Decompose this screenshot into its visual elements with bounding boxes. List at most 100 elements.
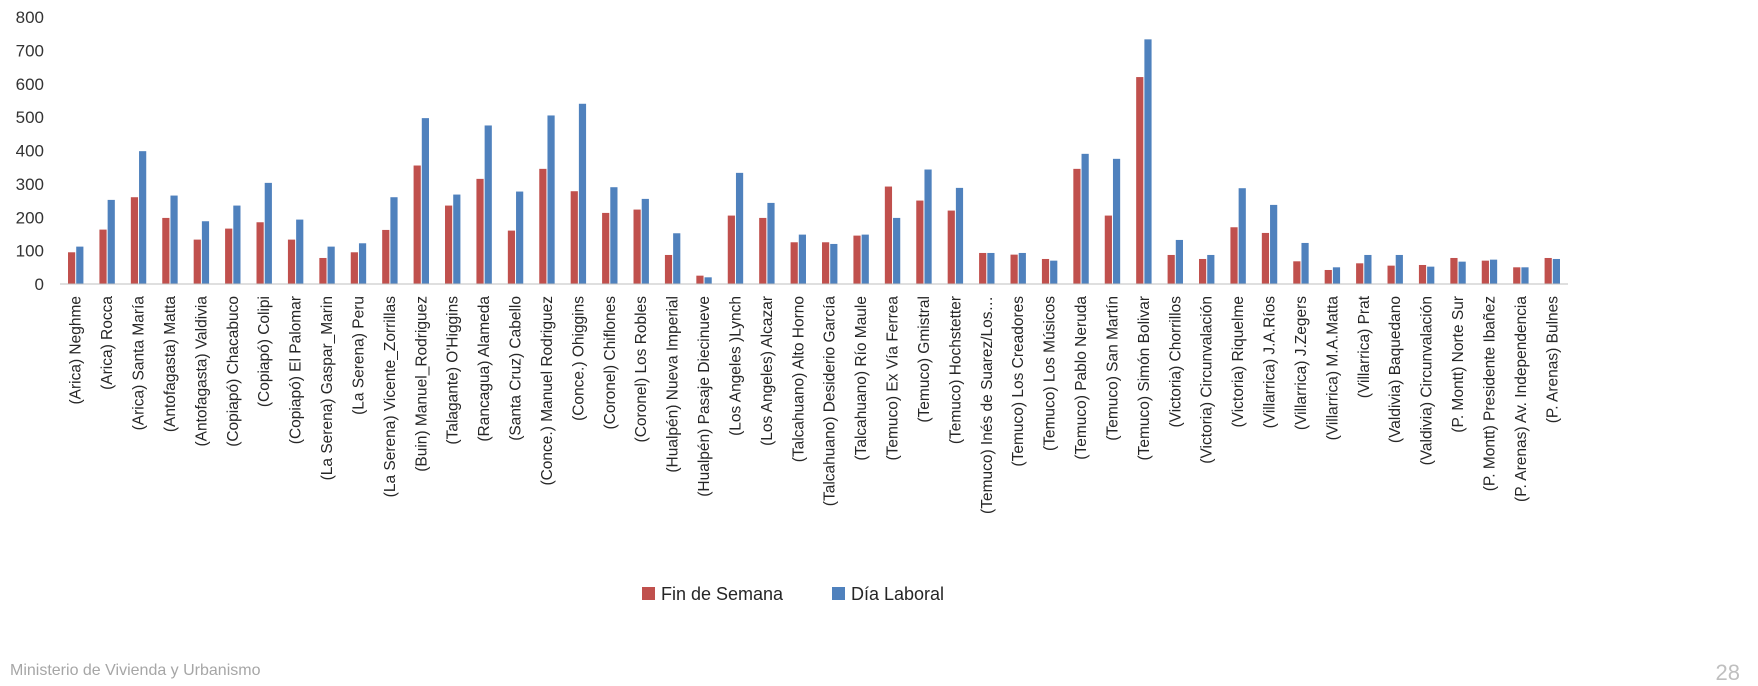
x-tick-label: (Talcahuano) Desiderio García — [822, 296, 839, 507]
bar-dia-laboral — [453, 194, 461, 284]
bar-dia-laboral — [893, 217, 901, 284]
x-tick-label: (Talagante) O'Higgins — [445, 296, 462, 445]
y-tick-label: 300 — [16, 175, 44, 194]
bar-dia-laboral — [1238, 188, 1246, 284]
x-tick-label: (Buin) Manuel_Rodriguez — [413, 296, 430, 472]
bar-dia-laboral — [1081, 153, 1089, 284]
x-tick-label: (Villarrica) J.A.Ríos — [1262, 296, 1279, 429]
bar-fin-de-semana — [162, 217, 170, 284]
bar-fin-de-semana — [696, 275, 704, 284]
bar-dia-laboral — [1050, 260, 1058, 284]
bar-dia-laboral — [516, 191, 524, 284]
x-tick-label: (Temuco) Hochstetter — [947, 296, 964, 444]
bar-fin-de-semana — [130, 197, 139, 284]
bar-dia-laboral — [1112, 158, 1121, 284]
x-tick-label: (La Serena) Vicente_Zorrillas — [382, 296, 399, 498]
x-tick-label: (Hualpén) Nueva Imperial — [665, 296, 682, 473]
bar-fin-de-semana — [884, 186, 893, 284]
bar-fin-de-semana — [916, 200, 924, 284]
x-tick-label: (Coronel) Chiflones — [602, 296, 619, 430]
bar-fin-de-semana — [570, 191, 578, 284]
y-tick-label: 0 — [35, 275, 44, 294]
x-tick-label: (Valdivia) Circunvalación — [1419, 296, 1436, 465]
legend-label-dia-laboral: Día Laboral — [851, 584, 944, 604]
bar-dia-laboral — [735, 172, 744, 284]
x-tick-label: (Victoria) Circunvalación — [1199, 296, 1216, 464]
y-tick-label: 600 — [16, 75, 44, 94]
bar-fin-de-semana — [413, 165, 421, 284]
bar-dia-laboral — [704, 277, 712, 284]
y-tick-label: 400 — [16, 142, 44, 161]
bar-dia-laboral — [924, 169, 932, 284]
bar-dia-laboral — [1207, 254, 1215, 284]
bar-fin-de-semana — [476, 178, 484, 284]
bar-fin-de-semana — [1136, 77, 1144, 284]
bar-dia-laboral — [358, 243, 367, 284]
x-tick-label: (Arica) Santa María — [131, 296, 148, 431]
x-tick-label: (P. Montt) Presidente Ibañez — [1481, 296, 1498, 491]
bar-fin-de-semana — [1199, 258, 1207, 284]
x-axis: (Arica) Neghme (Arica) Rocca (Arica) Santa… — [60, 283, 1568, 514]
x-tick-label: (Conce.) Manuel Rodriguez — [539, 296, 556, 486]
bar-fin-de-semana — [1513, 267, 1521, 284]
bar-dia-laboral — [264, 182, 272, 284]
bar-fin-de-semana — [979, 252, 987, 284]
x-tick-label: (Los Angeles )Lynch — [727, 296, 744, 436]
bar-fin-de-semana — [947, 210, 955, 284]
x-tick-label: (Hualpén) Pasaje Diecinueve — [696, 296, 713, 497]
x-tick-label: (Coronel) Los Robles — [633, 296, 650, 443]
bar-fin-de-semana — [759, 217, 767, 284]
x-tick-label: (Temuco) Pablo Neruda — [1073, 296, 1090, 460]
bar-dia-laboral — [139, 151, 147, 284]
bar-dia-laboral — [1332, 267, 1341, 284]
bar-dia-laboral — [1018, 252, 1026, 284]
bar-dia-laboral — [578, 103, 587, 285]
bar-dia-laboral — [1175, 239, 1183, 284]
bar-fin-de-semana — [68, 252, 76, 284]
bar-fin-de-semana — [445, 205, 453, 284]
x-tick-label: (Villarrica) M.A.Matta — [1324, 296, 1341, 441]
y-tick-label: 200 — [16, 208, 44, 227]
x-tick-label: (Temuco) Simón Bolivar — [1136, 296, 1153, 461]
bar-dia-laboral — [955, 187, 964, 284]
x-tick-label: (Villarrica) Prat — [1356, 295, 1373, 398]
bar-fin-de-semana — [633, 209, 641, 284]
bar-fin-de-semana — [99, 229, 107, 284]
x-tick-label: (P. Arenas) Av. Independencia — [1513, 296, 1530, 502]
bar-fin-de-semana — [350, 252, 358, 284]
bar-dia-laboral — [296, 219, 304, 284]
x-tick-label: (Villarrica) J.Zegers — [1293, 296, 1310, 430]
bar-fin-de-semana — [287, 239, 296, 284]
bar-fin-de-semana — [1387, 265, 1395, 284]
bar-fin-de-semana — [256, 222, 264, 284]
x-tick-label: (La Serena) Gaspar_Marin — [319, 296, 336, 480]
bar-fin-de-semana — [319, 257, 327, 284]
x-tick-label: (Temuco) Los Músicos — [1042, 296, 1059, 451]
y-axis: 0 100 200 300 400 500 600 700 800 — [16, 8, 44, 294]
legend-label-fin-de-semana: Fin de Semana — [661, 584, 784, 604]
x-tick-label: (Copiapó) El Palomar — [288, 296, 305, 444]
bar-fin-de-semana — [1261, 232, 1270, 284]
bar-dia-laboral — [327, 246, 335, 284]
x-tick-label: (Antofagasta) Valdivia — [193, 296, 210, 447]
bar-fin-de-semana — [727, 215, 735, 284]
bar-fin-de-semana — [1104, 215, 1112, 284]
bar-dia-laboral — [1364, 254, 1372, 284]
bar-fin-de-semana — [1481, 260, 1489, 284]
page-number: 28 — [1715, 660, 1740, 685]
y-tick-label: 100 — [16, 242, 44, 261]
legend-swatch-fin-de-semana — [642, 587, 655, 600]
bar-dia-laboral — [107, 199, 115, 284]
x-tick-label: (Talcahuano) Alto Horno — [790, 296, 807, 462]
y-tick-label: 800 — [16, 8, 44, 27]
bar-dia-laboral — [1427, 266, 1435, 284]
bar-fin-de-semana — [664, 254, 673, 284]
bar-fin-de-semana — [539, 168, 547, 284]
bar-fin-de-semana — [193, 239, 201, 284]
bar-fin-de-semana — [790, 242, 798, 284]
x-tick-label: (Rancagua) Alameda — [476, 296, 493, 442]
bar-fin-de-semana — [602, 212, 610, 284]
bar-dia-laboral — [1270, 204, 1278, 284]
bar-fin-de-semana — [1324, 269, 1332, 284]
